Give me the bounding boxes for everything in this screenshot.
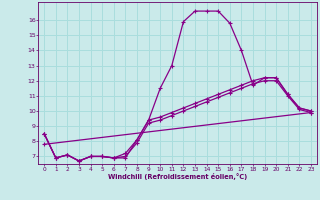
X-axis label: Windchill (Refroidissement éolien,°C): Windchill (Refroidissement éolien,°C) — [108, 173, 247, 180]
